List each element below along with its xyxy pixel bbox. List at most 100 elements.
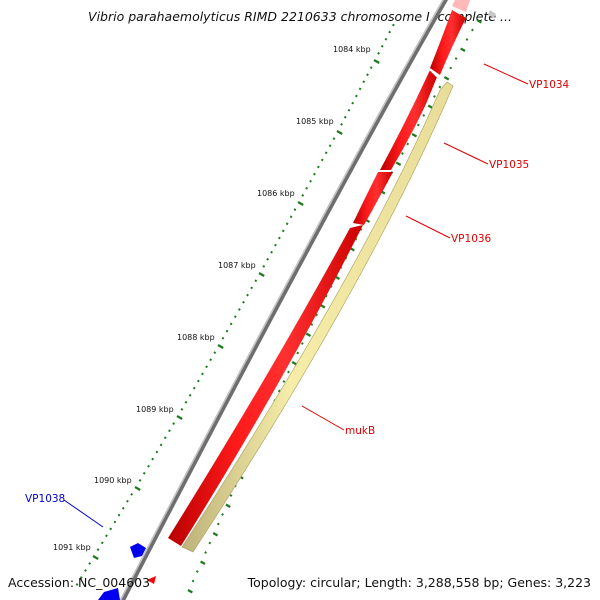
ruler-minor-tick	[278, 236, 281, 240]
ruler-minor-tick	[75, 583, 79, 586]
chromosome-backbone	[119, 0, 449, 600]
ruler-major-tick	[134, 486, 141, 491]
inner-tick	[300, 342, 304, 345]
ruler-minor-tick	[392, 23, 395, 27]
inner-tick	[291, 361, 298, 366]
ruler-minor-tick	[246, 293, 249, 297]
ruler-minor-tick	[159, 443, 163, 447]
inner-tick	[310, 323, 314, 326]
gene-VP1035-shape[interactable]	[380, 69, 438, 170]
ruler-minor-tick	[155, 450, 159, 454]
ruler-minor-tick	[388, 30, 392, 34]
inner-tick	[282, 380, 286, 383]
footer-accession: Accession: NC_004603	[8, 575, 151, 590]
inner-tick	[471, 28, 474, 32]
ruler-major-tick	[336, 130, 343, 135]
inner-tick	[416, 123, 420, 127]
ruler-minor-tick	[274, 243, 277, 247]
gene-VP1038-shape[interactable]	[130, 543, 146, 558]
ruler-minor-tick	[285, 222, 289, 226]
ruler-minor-tick	[121, 506, 125, 510]
inner-tick	[443, 76, 450, 81]
inner-tick	[200, 560, 206, 565]
ruler-minor-tick	[138, 479, 142, 482]
inner-tick	[191, 579, 195, 583]
inner-tick	[296, 351, 300, 355]
inner-tick	[221, 513, 224, 516]
gene-VP1036-shape[interactable]	[353, 172, 393, 225]
ruler-minor-tick	[332, 137, 336, 140]
ruler-minor-tick	[205, 365, 208, 369]
ruler-minor-tick	[343, 115, 347, 119]
ruler-major-tick	[258, 272, 265, 277]
ruler-minor-tick	[151, 457, 155, 461]
ruler-minor-tick	[384, 37, 388, 41]
ruler-label: 1086 kbp	[257, 189, 295, 198]
ruler-minor-tick	[289, 215, 293, 219]
inner-tick	[229, 494, 233, 497]
ruler-label: 1085 kbp	[296, 117, 334, 126]
ruler-minor-tick	[238, 308, 241, 311]
ruler-minor-tick	[250, 286, 254, 290]
ruler-minor-tick	[317, 165, 320, 169]
inner-tick	[204, 551, 208, 554]
gene-label-mukB[interactable]: mukB	[345, 425, 375, 437]
ruler-ticks	[75, 23, 395, 586]
ruler-minor-tick	[79, 576, 83, 579]
inner-tick	[406, 142, 410, 146]
ruler-minor-tick	[117, 513, 121, 517]
ruler-minor-tick	[254, 279, 258, 283]
ruler-label: 1089 kbp	[136, 405, 174, 414]
inner-tick	[212, 532, 219, 537]
ruler-minor-tick	[309, 179, 312, 183]
ruler-label: 1090 kbp	[94, 476, 132, 485]
ruler-minor-tick	[109, 527, 113, 531]
ruler-minor-tick	[266, 257, 270, 261]
inner-tick	[287, 370, 290, 374]
inner-tick	[216, 522, 220, 526]
inner-tick	[433, 95, 436, 98]
inner-tick	[476, 19, 482, 24]
gene-label-VP1035[interactable]: VP1035	[489, 159, 529, 171]
inner-tick	[454, 57, 458, 60]
ruler-minor-tick	[301, 194, 305, 197]
ruler-minor-tick	[147, 464, 150, 468]
ruler-minor-tick	[163, 436, 167, 440]
gene-callouts	[63, 63, 529, 528]
ruler-minor-tick	[270, 250, 273, 254]
gene-label-VP1034[interactable]: VP1034	[529, 79, 570, 91]
inner-tick	[208, 541, 212, 545]
ruler-minor-tick	[320, 158, 324, 162]
map-title: Vibrio parahaemolyticus RIMD 2210633 chr…	[88, 9, 512, 24]
ruler-minor-tick	[172, 422, 176, 425]
gene-reverse-edge-shape[interactable]	[98, 588, 120, 600]
gene-mukB-highlight[interactable]	[181, 81, 454, 553]
ruler-major-tick	[92, 555, 99, 560]
inner-tick	[427, 104, 434, 109]
footer-info: Topology: circular; Length: 3,288,558 bp…	[247, 575, 591, 590]
ruler-minor-tick	[324, 151, 328, 155]
gene-edge-shape	[452, 0, 496, 18]
inner-tick	[195, 570, 199, 573]
ruler-minor-tick	[233, 315, 237, 319]
gene-label-VP1036[interactable]: VP1036	[451, 233, 492, 245]
ruler-minor-tick	[340, 123, 343, 126]
ruler-label: 1087 kbp	[218, 261, 256, 270]
ruler-minor-tick	[168, 429, 171, 433]
ruler-minor-tick	[281, 229, 285, 233]
gene-marker-small	[147, 576, 156, 584]
ruler-minor-tick	[201, 372, 204, 376]
ruler-major-tick	[297, 201, 304, 206]
ruler-major-tick	[217, 344, 224, 349]
ruler-minor-tick	[180, 408, 184, 411]
ruler-minor-tick	[347, 108, 351, 112]
gene-VP1034-shape[interactable]	[430, 10, 466, 75]
gene-label-VP1038[interactable]: VP1038	[25, 493, 65, 505]
gene-mukB-shape[interactable]	[168, 225, 363, 546]
ruler-minor-tick	[142, 471, 146, 475]
ruler-minor-tick	[188, 393, 192, 397]
ruler-minor-tick	[369, 66, 373, 69]
ruler-minor-tick	[358, 87, 362, 91]
